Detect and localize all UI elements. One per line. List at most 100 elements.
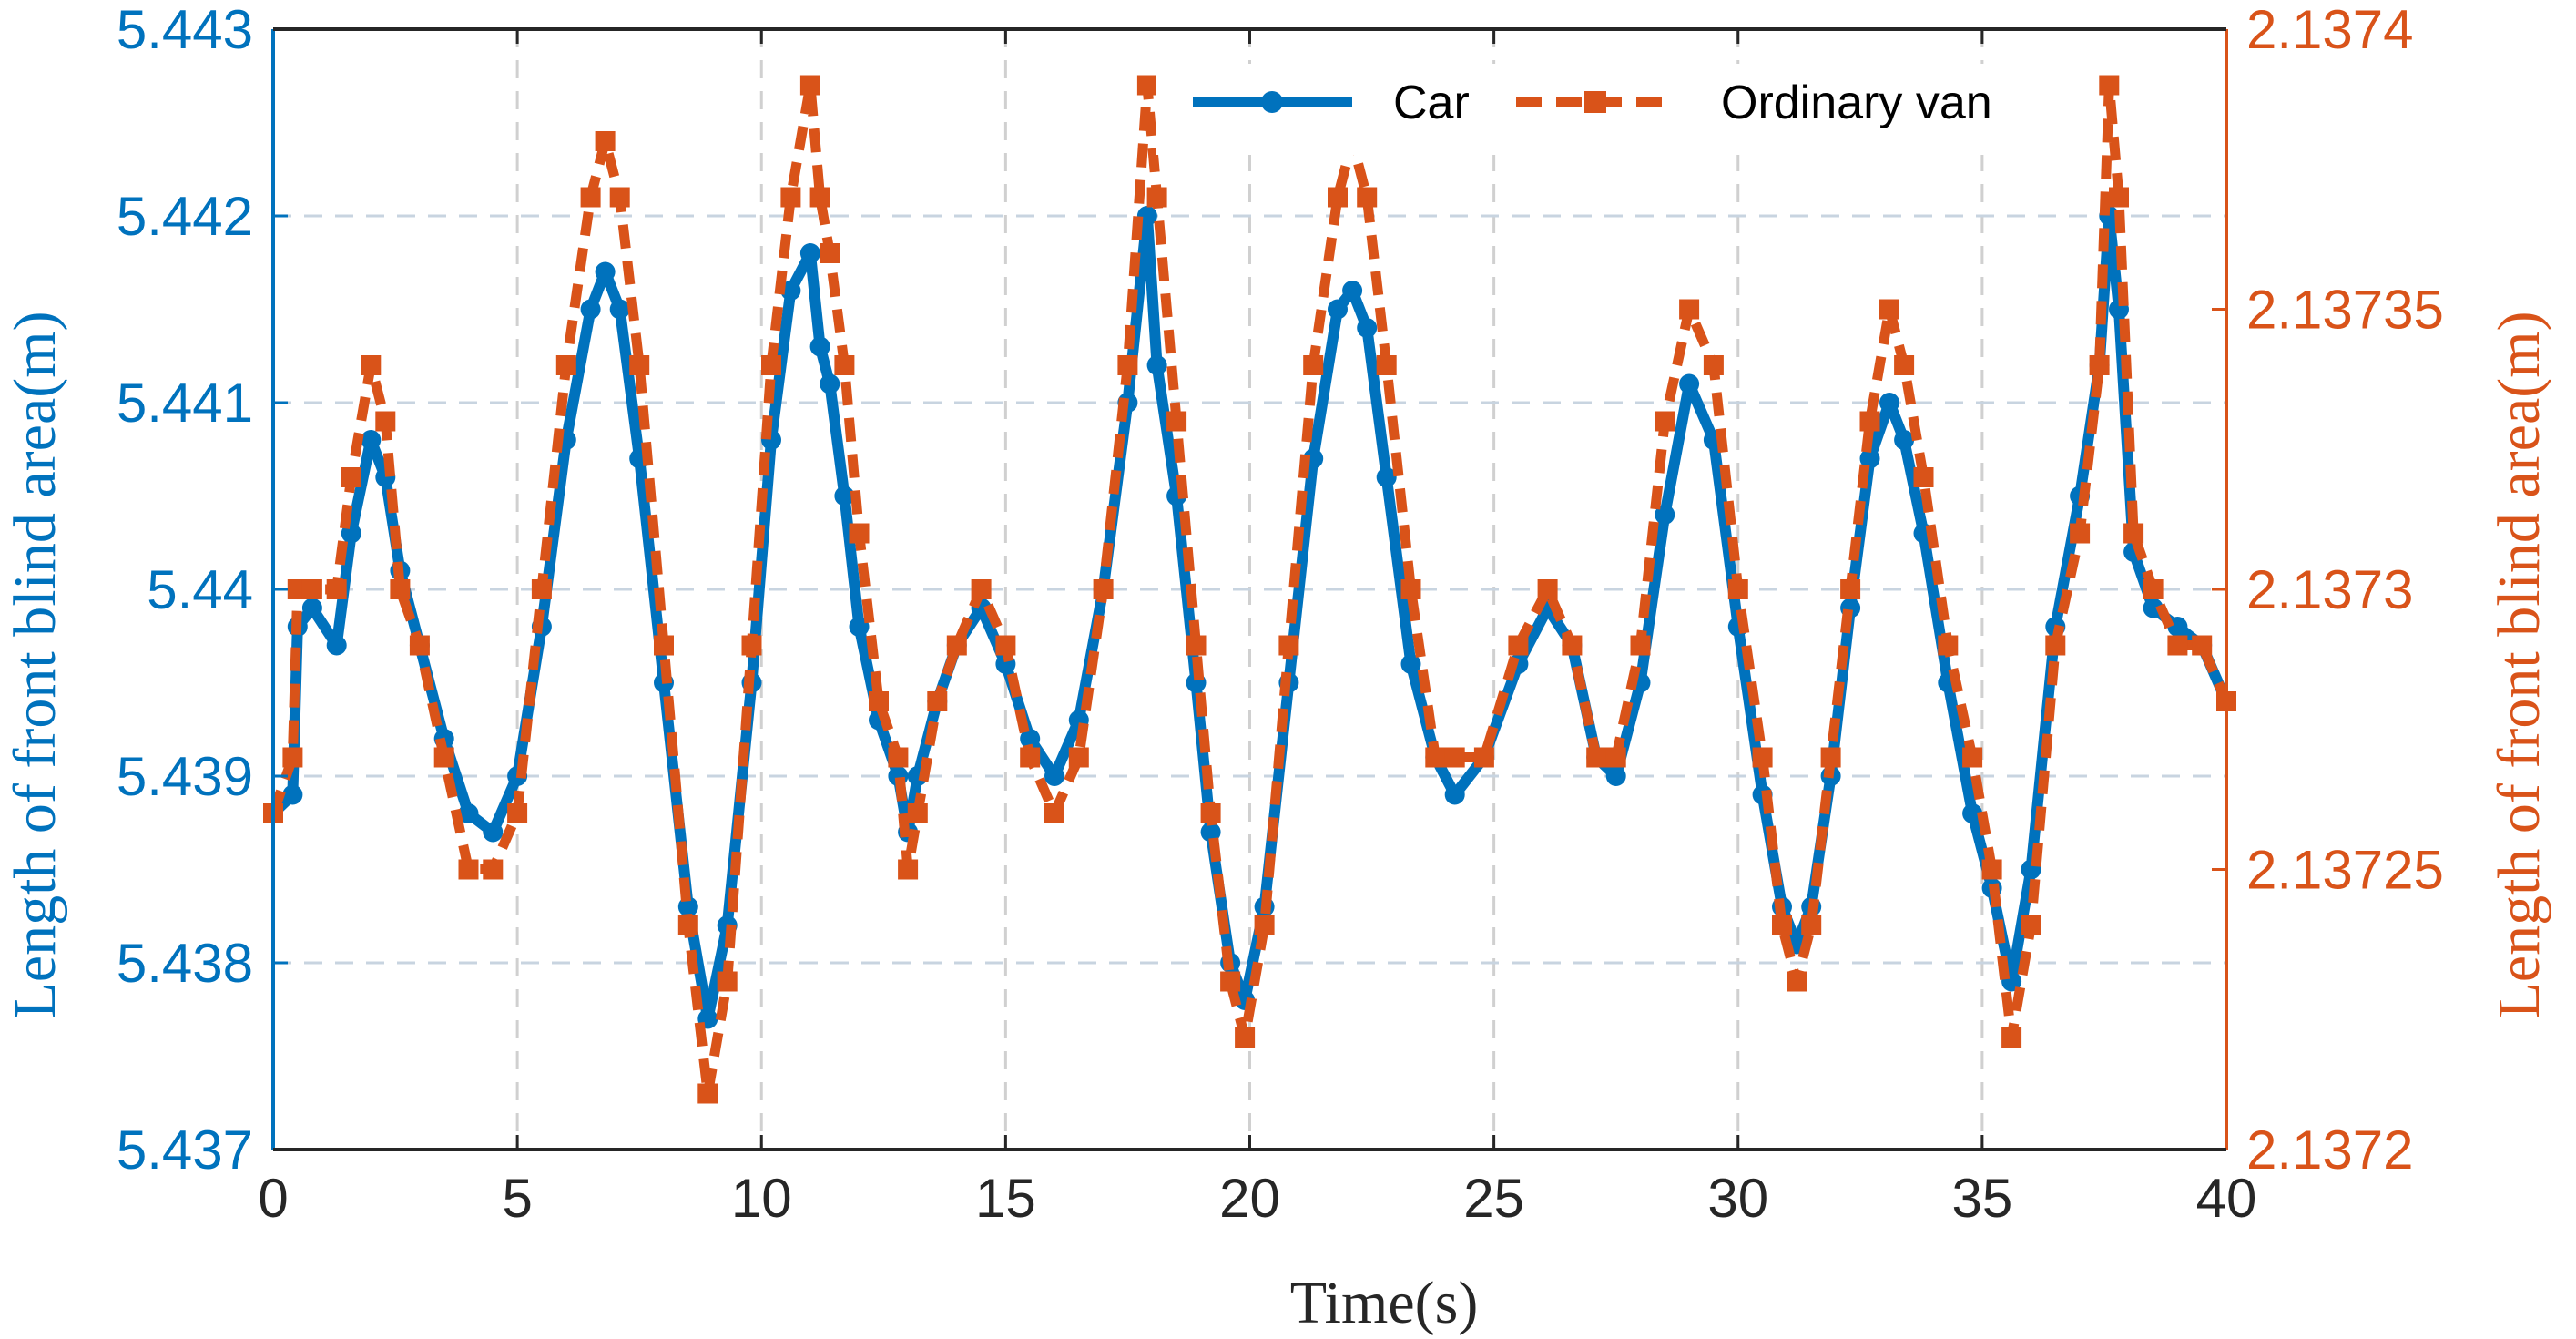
van-point <box>301 579 322 599</box>
van-point <box>1655 411 1675 432</box>
car-point <box>361 430 382 450</box>
van-point <box>1044 803 1064 823</box>
van-point <box>1859 411 1880 432</box>
van-point <box>1068 747 1089 768</box>
legend-van-label: Ordinary van <box>1721 77 1992 129</box>
van-point <box>898 859 919 880</box>
van-point <box>595 131 616 151</box>
right-y-tick-label: 2.1373 <box>2246 559 2414 620</box>
legend-car-marker <box>1261 91 1283 113</box>
van-point <box>677 915 698 935</box>
van-point <box>2109 187 2129 208</box>
left-y-tick-label: 5.438 <box>117 933 253 994</box>
left-y-axis-label: Length of front blind area(m) <box>2 311 68 1018</box>
van-point <box>1117 355 1138 375</box>
car-point <box>834 486 855 506</box>
van-point <box>375 411 396 432</box>
van-point <box>555 355 576 375</box>
van-point <box>1703 355 1724 375</box>
car-point <box>580 299 601 320</box>
van-point <box>1254 915 1275 935</box>
van-point <box>1303 355 1324 375</box>
right-y-tick-label: 2.1374 <box>2246 0 2414 60</box>
van-point <box>1630 635 1651 656</box>
legend: Car Ordinary van <box>1156 64 2058 155</box>
car-point <box>282 784 303 805</box>
van-point <box>282 747 303 768</box>
van-point <box>341 467 361 487</box>
van-point <box>531 579 552 599</box>
van-point <box>1537 579 1558 599</box>
van-point <box>433 747 454 768</box>
x-axis-label: Time(s) <box>1290 1270 1479 1336</box>
van-point <box>869 691 889 711</box>
x-tick-label: 5 <box>502 1168 532 1229</box>
van-point <box>1400 579 1421 599</box>
car-point <box>595 261 616 282</box>
van-point <box>927 691 948 711</box>
right-y-tick-label: 2.13725 <box>2246 840 2444 901</box>
axes <box>271 27 2228 1151</box>
car-point <box>1655 505 1675 525</box>
van-point <box>2021 915 2041 935</box>
van-point <box>609 187 630 208</box>
van-point <box>1508 635 1529 656</box>
van-point <box>1879 299 1899 320</box>
car-point <box>1357 318 1378 338</box>
series-ordinary-van <box>263 75 2236 1104</box>
van-point <box>1020 747 1041 768</box>
van-point <box>995 635 1016 656</box>
car-point <box>1894 430 1915 450</box>
van-point <box>697 1083 718 1104</box>
x-tick-label: 30 <box>1707 1168 1768 1229</box>
car-point <box>483 822 504 843</box>
car-point <box>820 373 840 394</box>
van-point <box>1376 355 1397 375</box>
van-point <box>1938 635 1959 656</box>
van-point <box>1200 803 1221 823</box>
van-point <box>1220 971 1241 992</box>
car-point <box>1020 729 1041 749</box>
van-point <box>1894 355 1915 375</box>
van-point <box>2089 355 2110 375</box>
van-point <box>361 355 382 375</box>
legend-box <box>1156 64 2058 155</box>
car-point <box>849 617 870 637</box>
van-point <box>1586 747 1607 768</box>
car-point <box>780 281 801 301</box>
van-point <box>2123 523 2144 544</box>
van-point <box>834 355 855 375</box>
van-point <box>888 747 909 768</box>
van-point <box>2070 523 2091 544</box>
van-point <box>2001 1027 2022 1048</box>
van-point <box>907 803 928 823</box>
van-point <box>2045 635 2066 656</box>
right-y-axis-label: Length of front blind area(m) <box>2486 311 2552 1018</box>
left-y-tick-label: 5.439 <box>117 746 253 807</box>
van-point <box>1787 971 1807 992</box>
car-point <box>677 896 698 917</box>
van-point <box>2192 635 2213 656</box>
van-point <box>809 187 830 208</box>
x-tick-label: 0 <box>258 1168 288 1229</box>
legend-van-marker <box>1584 91 1606 113</box>
left-y-tick-label: 5.437 <box>117 1119 253 1181</box>
van-point <box>849 523 870 544</box>
van-point <box>741 635 762 656</box>
car-point <box>809 336 830 357</box>
x-tick-label: 40 <box>2196 1168 2257 1229</box>
van-point <box>1328 187 1348 208</box>
car-point <box>1044 766 1064 786</box>
van-point <box>654 635 674 656</box>
van-point <box>1840 579 1861 599</box>
van-point <box>1752 747 1773 768</box>
van-point <box>2167 635 2188 656</box>
van-point <box>409 635 430 656</box>
car-point <box>1605 766 1626 786</box>
van-point <box>1772 915 1792 935</box>
van-point <box>507 803 528 823</box>
van-point <box>1605 747 1626 768</box>
van-point <box>483 859 504 880</box>
left-y-tick-label: 5.443 <box>117 0 253 60</box>
